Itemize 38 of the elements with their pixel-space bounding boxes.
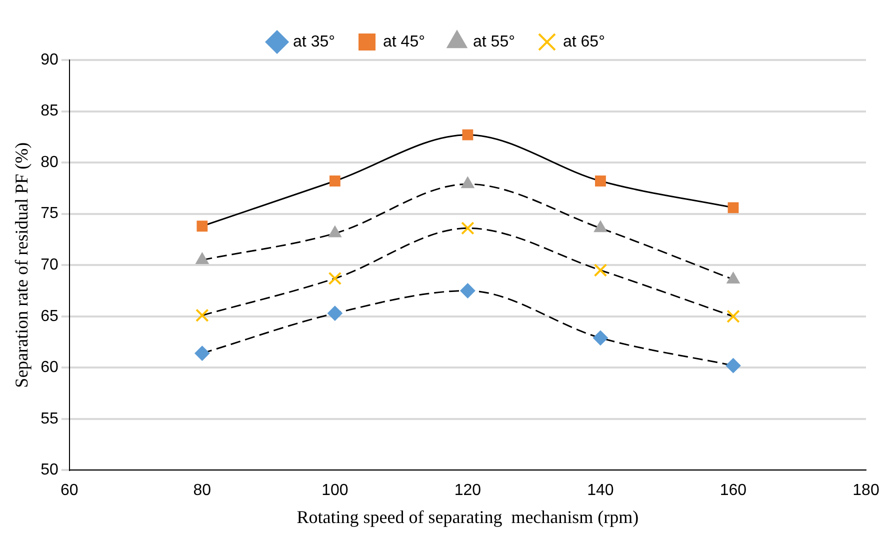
legend-label: at 35° — [293, 33, 336, 50]
y-tick-label: 60 — [40, 359, 58, 376]
x-tick-label: 60 — [60, 482, 78, 500]
legend-label: at 65° — [562, 33, 605, 50]
point — [595, 176, 606, 186]
point — [461, 222, 474, 235]
y-tick-label: 80 — [40, 154, 58, 171]
point — [726, 310, 740, 324]
y-tick-label: 55 — [40, 410, 58, 428]
y-tick-label: 50 — [40, 462, 58, 479]
legend-label: at 55° — [473, 33, 515, 50]
x-tick-label: 80 — [193, 482, 212, 500]
y-tick-label: 75 — [40, 205, 58, 222]
x-axis-title: Rotating speed of separating mechanism (rpm) — [296, 506, 639, 527]
point — [462, 129, 474, 140]
y-axis-title: Separation rate of residual PF (%) — [12, 142, 32, 388]
point — [194, 346, 210, 361]
point — [327, 306, 342, 321]
point — [726, 358, 741, 374]
y-tick-label: 85 — [40, 102, 58, 120]
point — [196, 308, 209, 322]
point — [461, 176, 474, 188]
y-tick-label: 90 — [40, 51, 58, 68]
point — [592, 330, 608, 346]
x-tick-label: 140 — [587, 482, 614, 500]
x-tick-label: 100 — [322, 482, 348, 500]
point — [594, 264, 608, 277]
point — [328, 272, 342, 286]
point — [329, 176, 340, 186]
x-tick-label: 120 — [454, 482, 482, 500]
point — [460, 283, 476, 298]
x-tick-label: 180 — [852, 482, 880, 500]
y-tick-label: 65 — [40, 308, 58, 325]
point — [728, 202, 739, 214]
x-tick-label: 160 — [720, 482, 747, 500]
y-tick-label: 70 — [40, 256, 58, 274]
legend-label: at 45° — [383, 33, 425, 50]
point — [196, 220, 208, 232]
